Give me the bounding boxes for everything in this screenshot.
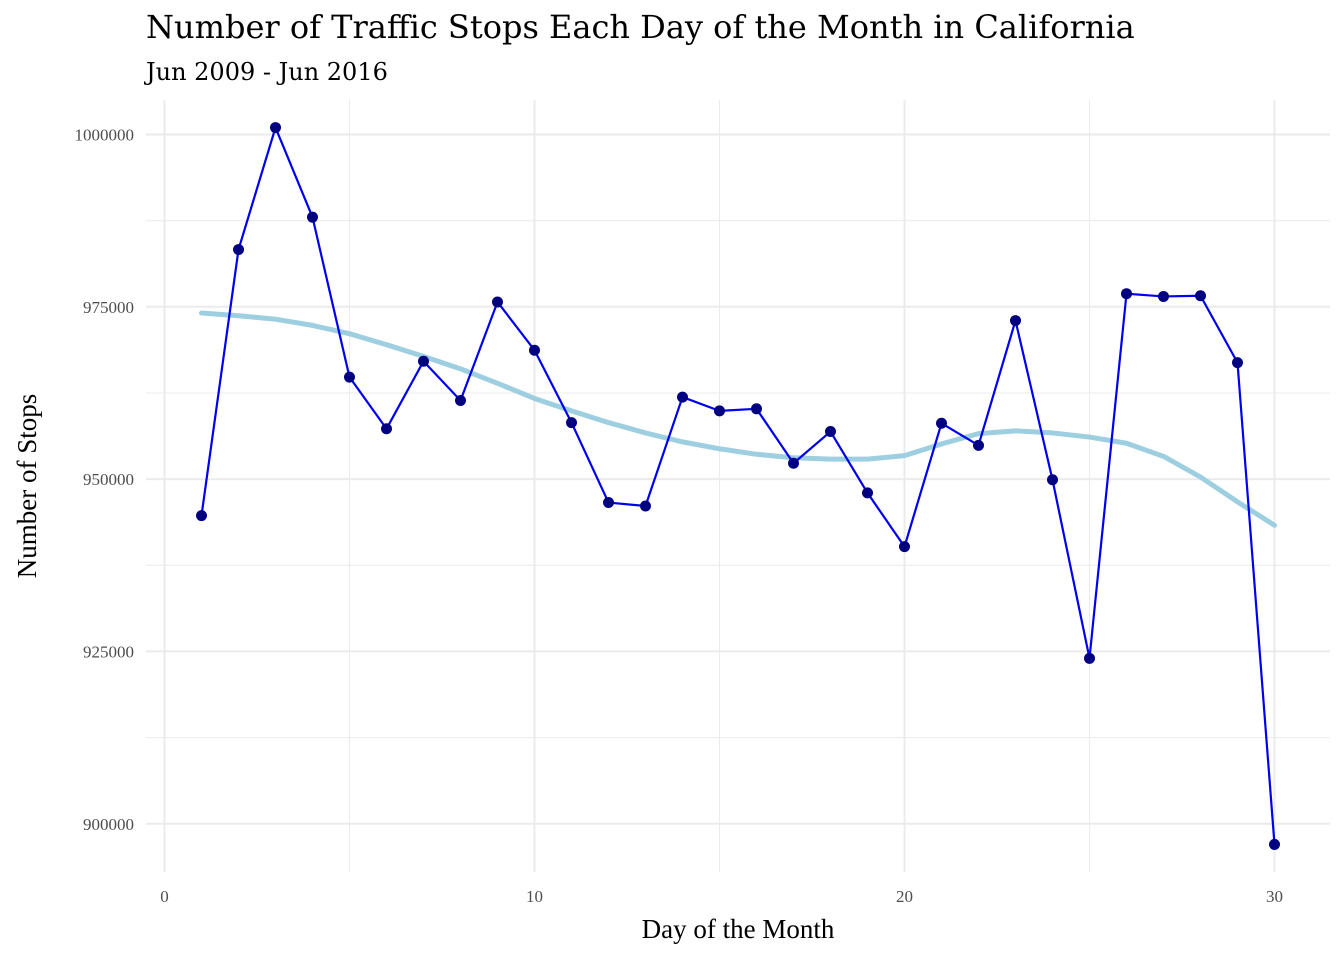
y-tick-label: 1000000 [75, 125, 135, 144]
data-point [1121, 288, 1132, 300]
data-point [381, 423, 392, 435]
data-point [1269, 838, 1280, 850]
data-point [825, 426, 836, 438]
chart-subtitle: Jun 2009 - Jun 2016 [146, 58, 388, 86]
data-point [862, 487, 873, 499]
series-layer [196, 122, 1280, 850]
x-tick-label: 0 [160, 887, 169, 906]
data-point [1010, 315, 1021, 327]
y-tick-label: 950000 [83, 470, 134, 489]
x-tick-label: 30 [1266, 887, 1283, 906]
data-point [196, 510, 207, 522]
smooth-trend-line [199, 310, 1277, 528]
grid [146, 100, 1330, 872]
y-tick-label: 900000 [83, 815, 134, 834]
data-point [566, 417, 577, 429]
data-point [529, 344, 540, 356]
chart-title: Number of Traffic Stops Each Day of the … [146, 8, 1135, 46]
x-tick-label: 20 [896, 887, 913, 906]
data-point [788, 457, 799, 469]
data-point [1158, 290, 1169, 302]
data-point [1084, 652, 1095, 664]
y-tick-label: 975000 [83, 298, 134, 317]
data-point [1047, 474, 1058, 486]
y-tick-label: 925000 [83, 642, 134, 661]
data-point [899, 541, 910, 553]
data-point [455, 395, 466, 407]
data-point [233, 244, 244, 256]
data-point [1232, 357, 1243, 369]
data-point [936, 417, 947, 429]
data-point [603, 497, 614, 509]
y-axis-label: Number of Stops [12, 394, 42, 579]
tick-labels: 0 10 20 30 900000 925000 950000 975000 1000000 [75, 125, 1284, 906]
data-point [492, 296, 503, 308]
x-axis-label: Day of the Month [642, 914, 835, 944]
x-tick-label: 10 [526, 887, 543, 906]
data-point [677, 391, 688, 403]
data-point [1195, 290, 1206, 302]
data-point [714, 405, 725, 417]
data-point [418, 355, 429, 367]
series-line [200, 126, 1276, 845]
data-point [270, 122, 281, 134]
data-point [751, 403, 762, 415]
data-point [973, 439, 984, 451]
data-point [640, 500, 651, 512]
data-point [307, 211, 318, 223]
data-point [344, 371, 355, 383]
